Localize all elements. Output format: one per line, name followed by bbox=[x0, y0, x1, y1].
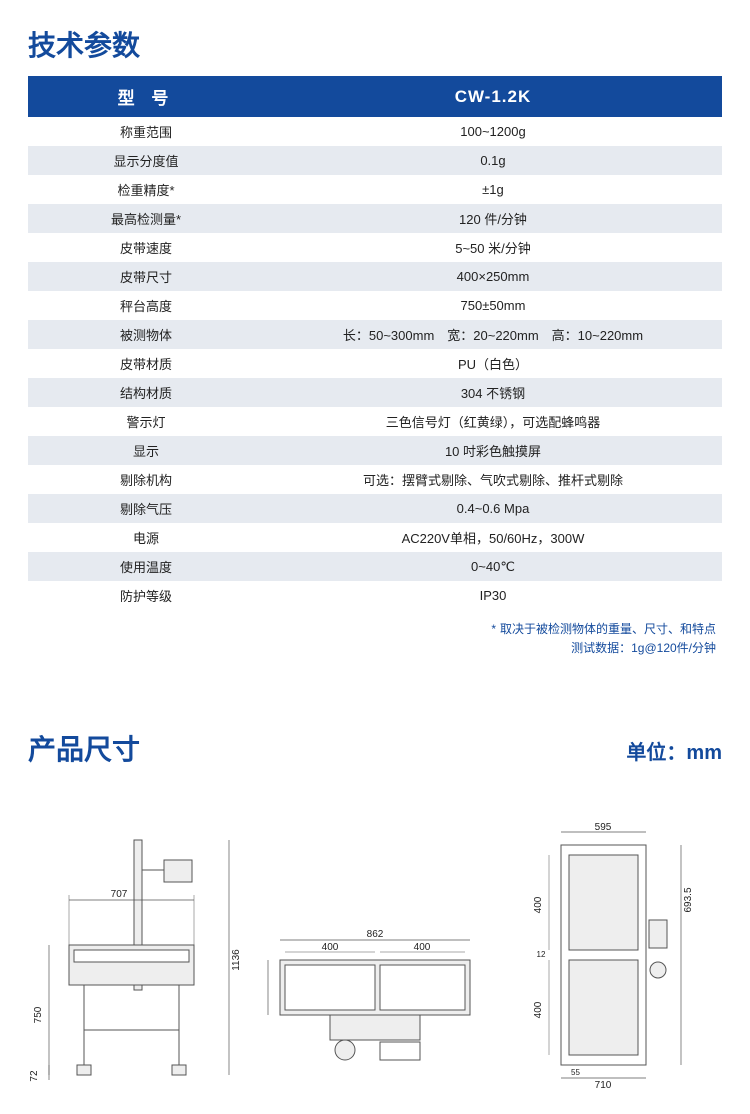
unit-label: 单位：mm bbox=[626, 736, 722, 765]
spec-value: 0.1g bbox=[264, 146, 722, 175]
spec-section-title: 技术参数 bbox=[28, 24, 722, 64]
spec-value: 0~40℃ bbox=[264, 552, 722, 581]
table-row: 使用温度0~40℃ bbox=[28, 552, 722, 581]
spec-value: PU（白色） bbox=[264, 349, 722, 378]
spec-value: 750±50mm bbox=[264, 291, 722, 320]
table-row: 显示10 吋彩色触摸屏 bbox=[28, 436, 722, 465]
footnote: * 取决于被检测物体的重量、尺寸、和特点 测试数据：1g@120件/分钟 bbox=[28, 620, 722, 658]
spec-label: 检重精度* bbox=[28, 175, 264, 204]
spec-label: 剔除气压 bbox=[28, 494, 264, 523]
spec-label: 防护等级 bbox=[28, 581, 264, 610]
spec-label: 秤台高度 bbox=[28, 291, 264, 320]
svg-text:693.5: 693.5 bbox=[683, 887, 694, 912]
spec-label: 被测物体 bbox=[28, 320, 264, 349]
spec-table: 型 号 CW-1.2K 称重范围100~1200g显示分度值0.1g检重精度*±… bbox=[28, 76, 722, 610]
drawing-top: 595 693.5 400 400 12 710 bbox=[500, 820, 722, 1090]
footnote-line2: 测试数据：1g@120件/分钟 bbox=[571, 641, 716, 655]
spec-value: AC220V单相，50/60Hz，300W bbox=[264, 523, 722, 552]
table-row: 检重精度*±1g bbox=[28, 175, 722, 204]
table-row: 称重范围100~1200g bbox=[28, 117, 722, 146]
svg-text:595: 595 bbox=[595, 822, 612, 833]
svg-text:400: 400 bbox=[322, 942, 339, 953]
svg-text:400: 400 bbox=[414, 942, 431, 953]
svg-text:400: 400 bbox=[533, 1002, 544, 1019]
spec-value: 5~50 米/分钟 bbox=[264, 233, 722, 262]
svg-text:710: 710 bbox=[595, 1080, 612, 1090]
spec-label: 结构材质 bbox=[28, 378, 264, 407]
dim-section-title: 产品尺寸 bbox=[28, 728, 140, 768]
spec-value: 100~1200g bbox=[264, 117, 722, 146]
svg-text:72: 72 bbox=[29, 1070, 40, 1082]
spec-value: 长：50~300mm 宽：20~220mm 高：10~220mm bbox=[264, 320, 722, 349]
spec-label: 称重范围 bbox=[28, 117, 264, 146]
spec-label: 皮带材质 bbox=[28, 349, 264, 378]
spec-label: 最高检测量* bbox=[28, 204, 264, 233]
spec-value: IP30 bbox=[264, 581, 722, 610]
svg-text:1136: 1136 bbox=[231, 949, 242, 971]
table-row: 皮带尺寸400×250mm bbox=[28, 262, 722, 291]
svg-text:55: 55 bbox=[571, 1068, 580, 1077]
header-label: 型 号 bbox=[28, 76, 264, 117]
drawing-front: 862 400 400 250 bbox=[260, 900, 490, 1090]
table-row: 结构材质304 不锈钢 bbox=[28, 378, 722, 407]
spec-label: 显示 bbox=[28, 436, 264, 465]
spec-value: 400×250mm bbox=[264, 262, 722, 291]
drawing-side: 707 1136 750 72 bbox=[28, 830, 250, 1090]
table-row: 警示灯三色信号灯（红黄绿），可选配蜂鸣器 bbox=[28, 407, 722, 436]
spec-value: 0.4~0.6 Mpa bbox=[264, 494, 722, 523]
table-row: 最高检测量*120 件/分钟 bbox=[28, 204, 722, 233]
table-row: 皮带材质PU（白色） bbox=[28, 349, 722, 378]
table-row: 电源AC220V单相，50/60Hz，300W bbox=[28, 523, 722, 552]
drawings-row: 707 1136 750 72 bbox=[28, 820, 722, 1090]
spec-label: 警示灯 bbox=[28, 407, 264, 436]
spec-label: 使用温度 bbox=[28, 552, 264, 581]
spec-value: ±1g bbox=[264, 175, 722, 204]
spec-value: 可选：摆臂式剔除、气吹式剔除、推杆式剔除 bbox=[264, 465, 722, 494]
spec-value: 120 件/分钟 bbox=[264, 204, 722, 233]
svg-text:707: 707 bbox=[111, 889, 128, 900]
spec-value: 三色信号灯（红黄绿），可选配蜂鸣器 bbox=[264, 407, 722, 436]
table-row: 秤台高度750±50mm bbox=[28, 291, 722, 320]
footnote-line1: 取决于被检测物体的重量、尺寸、和特点 bbox=[500, 622, 716, 636]
spec-label: 电源 bbox=[28, 523, 264, 552]
spec-value: 304 不锈钢 bbox=[264, 378, 722, 407]
footnote-star: * bbox=[491, 622, 496, 636]
svg-text:400: 400 bbox=[533, 897, 544, 914]
header-value: CW-1.2K bbox=[264, 76, 722, 117]
table-row: 皮带速度5~50 米/分钟 bbox=[28, 233, 722, 262]
svg-text:862: 862 bbox=[367, 929, 384, 940]
table-row: 剔除气压0.4~0.6 Mpa bbox=[28, 494, 722, 523]
table-row: 剔除机构可选：摆臂式剔除、气吹式剔除、推杆式剔除 bbox=[28, 465, 722, 494]
svg-text:750: 750 bbox=[33, 1007, 44, 1024]
spec-label: 显示分度值 bbox=[28, 146, 264, 175]
spec-label: 皮带速度 bbox=[28, 233, 264, 262]
svg-text:12: 12 bbox=[537, 950, 546, 959]
svg-text:250: 250 bbox=[260, 982, 263, 999]
table-row: 被测物体长：50~300mm 宽：20~220mm 高：10~220mm bbox=[28, 320, 722, 349]
spec-value: 10 吋彩色触摸屏 bbox=[264, 436, 722, 465]
spec-label: 剔除机构 bbox=[28, 465, 264, 494]
spec-label: 皮带尺寸 bbox=[28, 262, 264, 291]
table-row: 显示分度值0.1g bbox=[28, 146, 722, 175]
table-row: 防护等级IP30 bbox=[28, 581, 722, 610]
